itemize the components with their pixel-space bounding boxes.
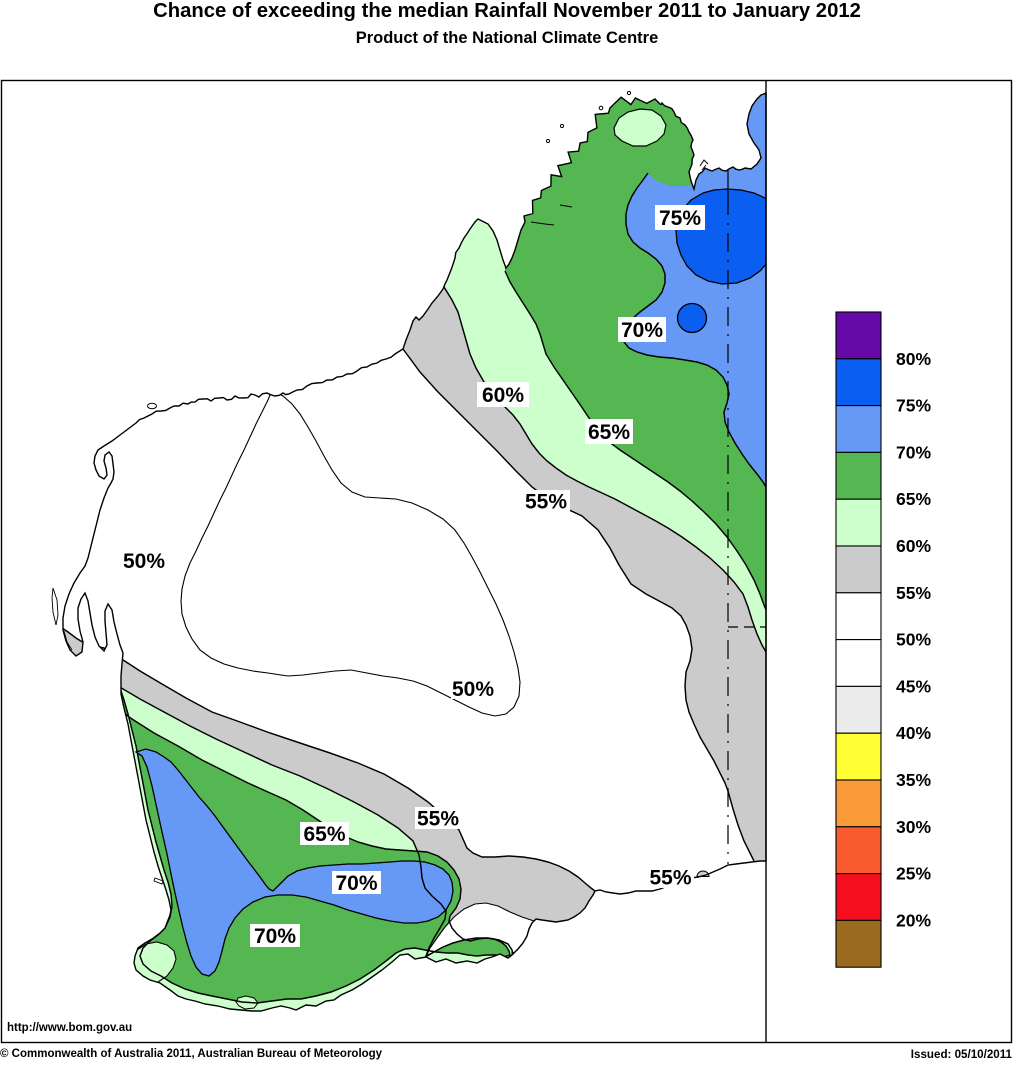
svg-text:60%: 60% [482, 384, 524, 407]
svg-text:50%: 50% [452, 678, 494, 701]
svg-text:35%: 35% [896, 770, 931, 790]
svg-text:60%: 60% [896, 536, 931, 556]
svg-text:55%: 55% [649, 867, 691, 890]
svg-text:30%: 30% [896, 817, 931, 837]
svg-text:70%: 70% [896, 442, 931, 462]
svg-text:65%: 65% [588, 421, 630, 444]
svg-text:75%: 75% [659, 207, 701, 230]
svg-text:80%: 80% [896, 349, 931, 369]
svg-text:55%: 55% [525, 491, 567, 514]
svg-text:45%: 45% [896, 676, 931, 696]
svg-text:50%: 50% [123, 550, 165, 573]
svg-text:20%: 20% [896, 910, 931, 930]
svg-text:55%: 55% [417, 808, 459, 831]
svg-text:65%: 65% [303, 823, 345, 846]
svg-text:75%: 75% [896, 396, 931, 416]
svg-text:25%: 25% [896, 864, 931, 884]
svg-text:55%: 55% [896, 583, 931, 603]
svg-text:65%: 65% [896, 489, 931, 509]
svg-text:70%: 70% [254, 925, 296, 948]
svg-text:70%: 70% [335, 872, 377, 895]
svg-text:40%: 40% [896, 723, 931, 743]
svg-text:70%: 70% [621, 319, 663, 342]
svg-text:50%: 50% [896, 630, 931, 650]
